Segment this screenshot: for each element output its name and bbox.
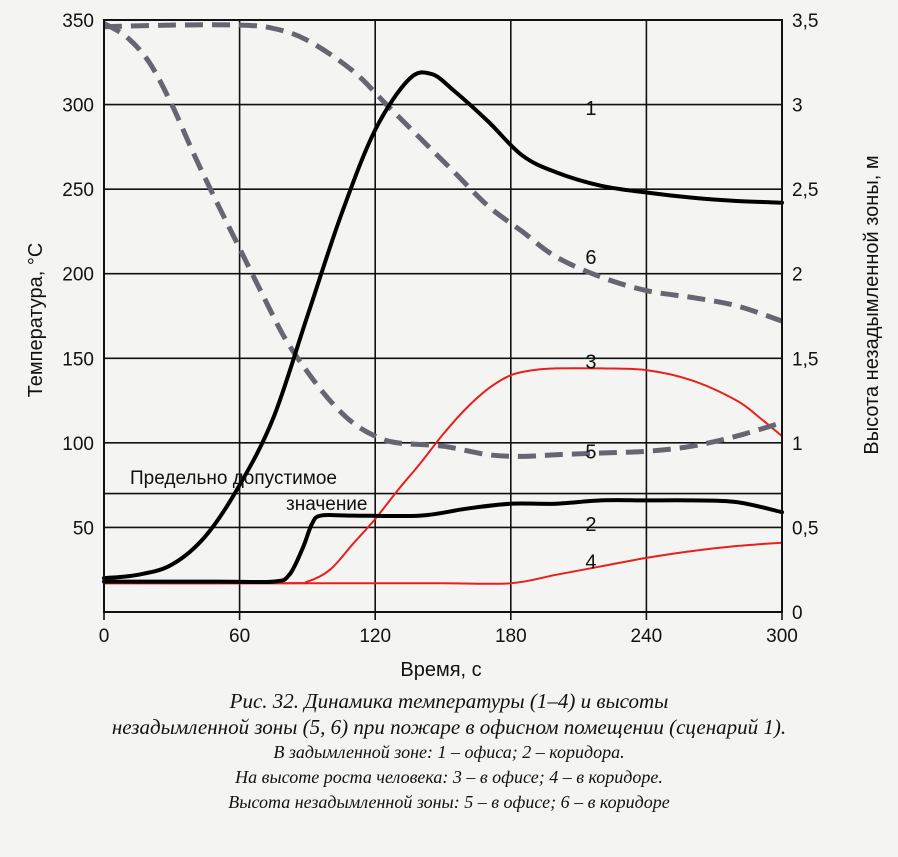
series-label-6: 6 xyxy=(585,247,596,269)
y-left-tick-label: 150 xyxy=(62,349,94,370)
x-axis-label: Время, с xyxy=(400,659,481,681)
y-right-tick-label: 0 xyxy=(792,603,803,624)
x-tick-label: 60 xyxy=(229,626,250,647)
y-left-tick-label: 50 xyxy=(73,518,94,539)
plot-frame xyxy=(103,19,783,613)
y-right-tick-label: 1 xyxy=(792,434,803,455)
series-label-1: 1 xyxy=(585,98,596,120)
y-right-tick-label: 3 xyxy=(792,96,803,117)
series-layer xyxy=(102,21,784,585)
curve-labels: 1 2 3 4 5 6 xyxy=(585,98,596,573)
y-left-tick-label: 200 xyxy=(62,265,94,286)
series-label-5: 5 xyxy=(585,441,596,463)
y-axis-left-label: Температура, °С xyxy=(25,243,47,398)
series-line-3 xyxy=(103,367,783,585)
caption-legend-line2: На высоте роста человека: 3 – в офисе; 4… xyxy=(235,767,663,787)
threshold-label-line2: значение xyxy=(286,494,368,515)
caption-legend-line3: Высота незадымленной зоны: 5 – в офисе; … xyxy=(228,792,670,812)
x-tick-label: 120 xyxy=(359,626,391,647)
y-axis-right-label: Высота незадымленной зоны, м xyxy=(861,155,883,454)
threshold-label-line1: Предельно допустимое xyxy=(130,468,337,489)
plot-border xyxy=(103,19,783,613)
series-label-2: 2 xyxy=(585,514,596,536)
y-right-tick-label: 2 xyxy=(792,265,803,286)
x-tick-label: 0 xyxy=(99,626,110,647)
series-line-5 xyxy=(102,21,783,459)
series-line-1 xyxy=(102,70,784,581)
series-label-3: 3 xyxy=(585,352,596,374)
grid xyxy=(104,19,782,612)
y-right-tick-label: 0,5 xyxy=(792,518,818,539)
y-left-tick-label: 250 xyxy=(62,180,94,201)
y-left-tick-label: 300 xyxy=(62,96,94,117)
y-right-tick-label: 1,5 xyxy=(792,349,818,370)
x-tick-label: 300 xyxy=(766,626,798,647)
caption-title-line1: Рис. 32. Динамика температуры (1–4) и вы… xyxy=(229,689,669,713)
series-label-4: 4 xyxy=(585,551,596,573)
series-line-6 xyxy=(103,22,783,324)
y-right-tick-label: 3,5 xyxy=(792,11,818,32)
y-left-tick-label: 350 xyxy=(62,11,94,32)
ticks: 0 60 120 180 240 300 50 100 150 200 250 300 350 0 0,5 1… xyxy=(62,11,818,647)
chart: 0 60 120 180 240 300 50 100 150 200 250 300 350 0 0,5 1… xyxy=(25,11,883,681)
figure-caption: Рис. 32. Динамика температуры (1–4) и вы… xyxy=(0,688,898,815)
x-tick-label: 180 xyxy=(495,626,527,647)
y-right-tick-label: 2,5 xyxy=(792,180,818,201)
y-left-tick-label: 100 xyxy=(62,434,94,455)
x-tick-label: 240 xyxy=(631,626,663,647)
series-line-2 xyxy=(102,498,784,585)
series-line-4 xyxy=(103,541,783,585)
caption-title-line2: незадымленной зоны (5, 6) при пожаре в о… xyxy=(111,715,787,739)
caption-legend-line1: В задымленной зоне: 1 – офиса; 2 – корид… xyxy=(273,742,625,762)
